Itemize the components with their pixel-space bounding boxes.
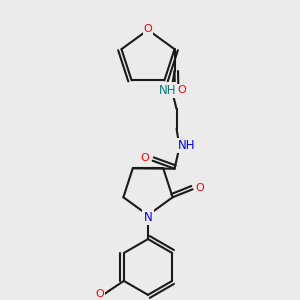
Text: NH: NH	[178, 139, 195, 152]
Text: O: O	[144, 24, 152, 34]
Text: NH: NH	[159, 83, 176, 97]
Text: O: O	[178, 85, 186, 95]
Text: N: N	[144, 211, 152, 224]
Text: O: O	[96, 289, 104, 299]
Text: O: O	[195, 183, 204, 193]
Text: O: O	[140, 153, 149, 163]
